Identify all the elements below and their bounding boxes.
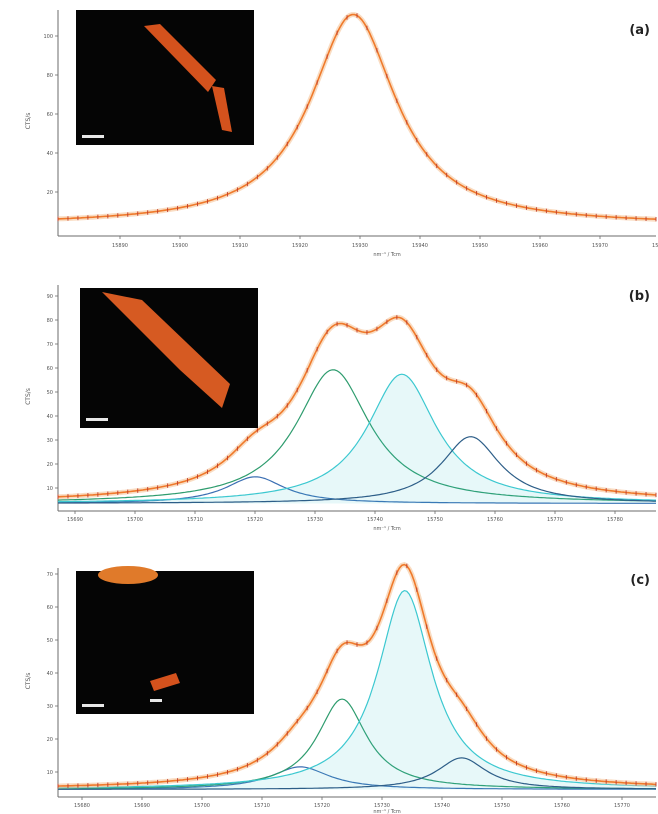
crystal-fragment-1 bbox=[102, 292, 230, 408]
x-tick-label: 15950 bbox=[472, 243, 488, 249]
x-tick-label: 15710 bbox=[254, 803, 270, 809]
component-fill bbox=[58, 374, 656, 504]
x-tick-label: 15920 bbox=[292, 243, 308, 249]
y-tick-label: 80 bbox=[47, 73, 53, 79]
x-tick-label: 15720 bbox=[314, 803, 330, 809]
scale-bar bbox=[82, 704, 104, 707]
x-tick-label: 15940 bbox=[412, 243, 428, 249]
x-tick-label: 15740 bbox=[367, 517, 383, 523]
y-tick-label: 40 bbox=[47, 151, 53, 157]
y-tick-label: 30 bbox=[47, 704, 53, 710]
component-curve-4 bbox=[58, 436, 656, 504]
y-tick-label: 70 bbox=[47, 572, 53, 578]
inset-mark bbox=[150, 699, 162, 702]
x-tick-label: 15750 bbox=[427, 517, 443, 523]
x-axis-label: nm⁻¹ / Tcm bbox=[373, 809, 401, 814]
y-tick-label: 70 bbox=[47, 342, 53, 348]
x-tick-label: 15970 bbox=[592, 243, 608, 249]
y-tick-label: 40 bbox=[47, 671, 53, 677]
chart-panel-1: 20 40 60 80 100 CTS/s 15890 15900 15910 15920 1593… bbox=[25, 10, 658, 258]
component-curve-1 bbox=[58, 766, 657, 790]
y-tick-label: 60 bbox=[47, 366, 53, 372]
x-tick-label: 15700 bbox=[127, 517, 143, 523]
x-tick-label: 15680 bbox=[74, 803, 90, 809]
y-tick-label: 50 bbox=[47, 390, 53, 396]
x-tick-label: 15930 bbox=[352, 243, 368, 249]
x-axis-label: nm⁻¹ / Tcm bbox=[373, 526, 401, 532]
y-tick-label: 50 bbox=[47, 638, 53, 644]
y-tick-label: 40 bbox=[47, 414, 53, 420]
y-tick-label: 30 bbox=[47, 438, 53, 444]
y-tick-label: 100 bbox=[43, 34, 53, 40]
panel-label: (c) bbox=[630, 573, 650, 588]
y-tick-label: 60 bbox=[47, 112, 53, 118]
x-tick-label: 15910 bbox=[232, 243, 248, 249]
x-tick-label: 15690 bbox=[67, 517, 83, 523]
x-tick-label: 15760 bbox=[487, 517, 503, 523]
y-tick-label: 10 bbox=[47, 770, 53, 776]
x-tick-label: 15770 bbox=[614, 803, 630, 809]
x-tick-label: 15710 bbox=[187, 517, 203, 523]
scale-bar bbox=[86, 418, 108, 421]
y-tick-label: 20 bbox=[47, 462, 53, 468]
crystal-fragment-2 bbox=[150, 673, 180, 691]
y-tick-label: 60 bbox=[47, 605, 53, 611]
y-axis-label: CTS/s bbox=[25, 388, 32, 405]
component-curve-3 bbox=[58, 589, 656, 789]
inset-background bbox=[76, 571, 254, 714]
x-tick-label: 15760 bbox=[554, 803, 570, 809]
x-tick-label: 15690 bbox=[134, 803, 150, 809]
crystal-fragment-1 bbox=[98, 566, 158, 584]
x-tick-label: 15700 bbox=[194, 803, 210, 809]
inset-image bbox=[76, 10, 254, 145]
x-tick-label: 15890 bbox=[112, 243, 128, 249]
x-tick-label: 15720 bbox=[247, 517, 263, 523]
x-tick-label: 15980 bbox=[652, 243, 658, 249]
inset-image bbox=[76, 566, 254, 714]
chart-panel-3: 10 20 30 40 50 60 70 CTS/s 15680 15690 15700 15710 1… bbox=[25, 561, 657, 814]
component-fill bbox=[58, 590, 656, 790]
chart-panel-2: 10 20 30 40 50 60 70 80 90 CTS/s 15690 15700 15710 15… bbox=[25, 285, 657, 532]
y-tick-label: 10 bbox=[47, 486, 53, 492]
x-tick-label: 15900 bbox=[172, 243, 188, 249]
component-curve-2 bbox=[57, 369, 656, 502]
component-curve-2 bbox=[58, 698, 656, 790]
x-tick-label: 15770 bbox=[547, 517, 563, 523]
inset-image bbox=[80, 288, 258, 428]
x-tick-label: 15750 bbox=[494, 803, 510, 809]
x-tick-label: 15780 bbox=[607, 517, 623, 523]
y-axis-label: CTS/s bbox=[25, 113, 32, 130]
y-tick-label: 80 bbox=[47, 318, 53, 324]
x-tick-label: 15730 bbox=[307, 517, 323, 523]
component-curve-3 bbox=[57, 373, 656, 503]
x-tick-label: 15960 bbox=[532, 243, 548, 249]
y-tick-label: 20 bbox=[47, 737, 53, 743]
panel-label: (b) bbox=[629, 289, 650, 304]
scale-bar bbox=[82, 135, 104, 138]
crystal-fragment-1 bbox=[144, 24, 216, 92]
component-curve-4 bbox=[58, 757, 656, 790]
y-tick-label: 20 bbox=[47, 190, 53, 196]
x-axis-label: nm⁻¹ / Tcm bbox=[373, 252, 401, 258]
crystal-fragment-2 bbox=[212, 86, 232, 132]
y-tick-label: 90 bbox=[47, 294, 53, 300]
x-tick-label: 15730 bbox=[374, 803, 390, 809]
x-tick-label: 15740 bbox=[434, 803, 450, 809]
y-axis-label: CTS/s bbox=[25, 673, 32, 690]
panel-label: (a) bbox=[629, 23, 650, 38]
